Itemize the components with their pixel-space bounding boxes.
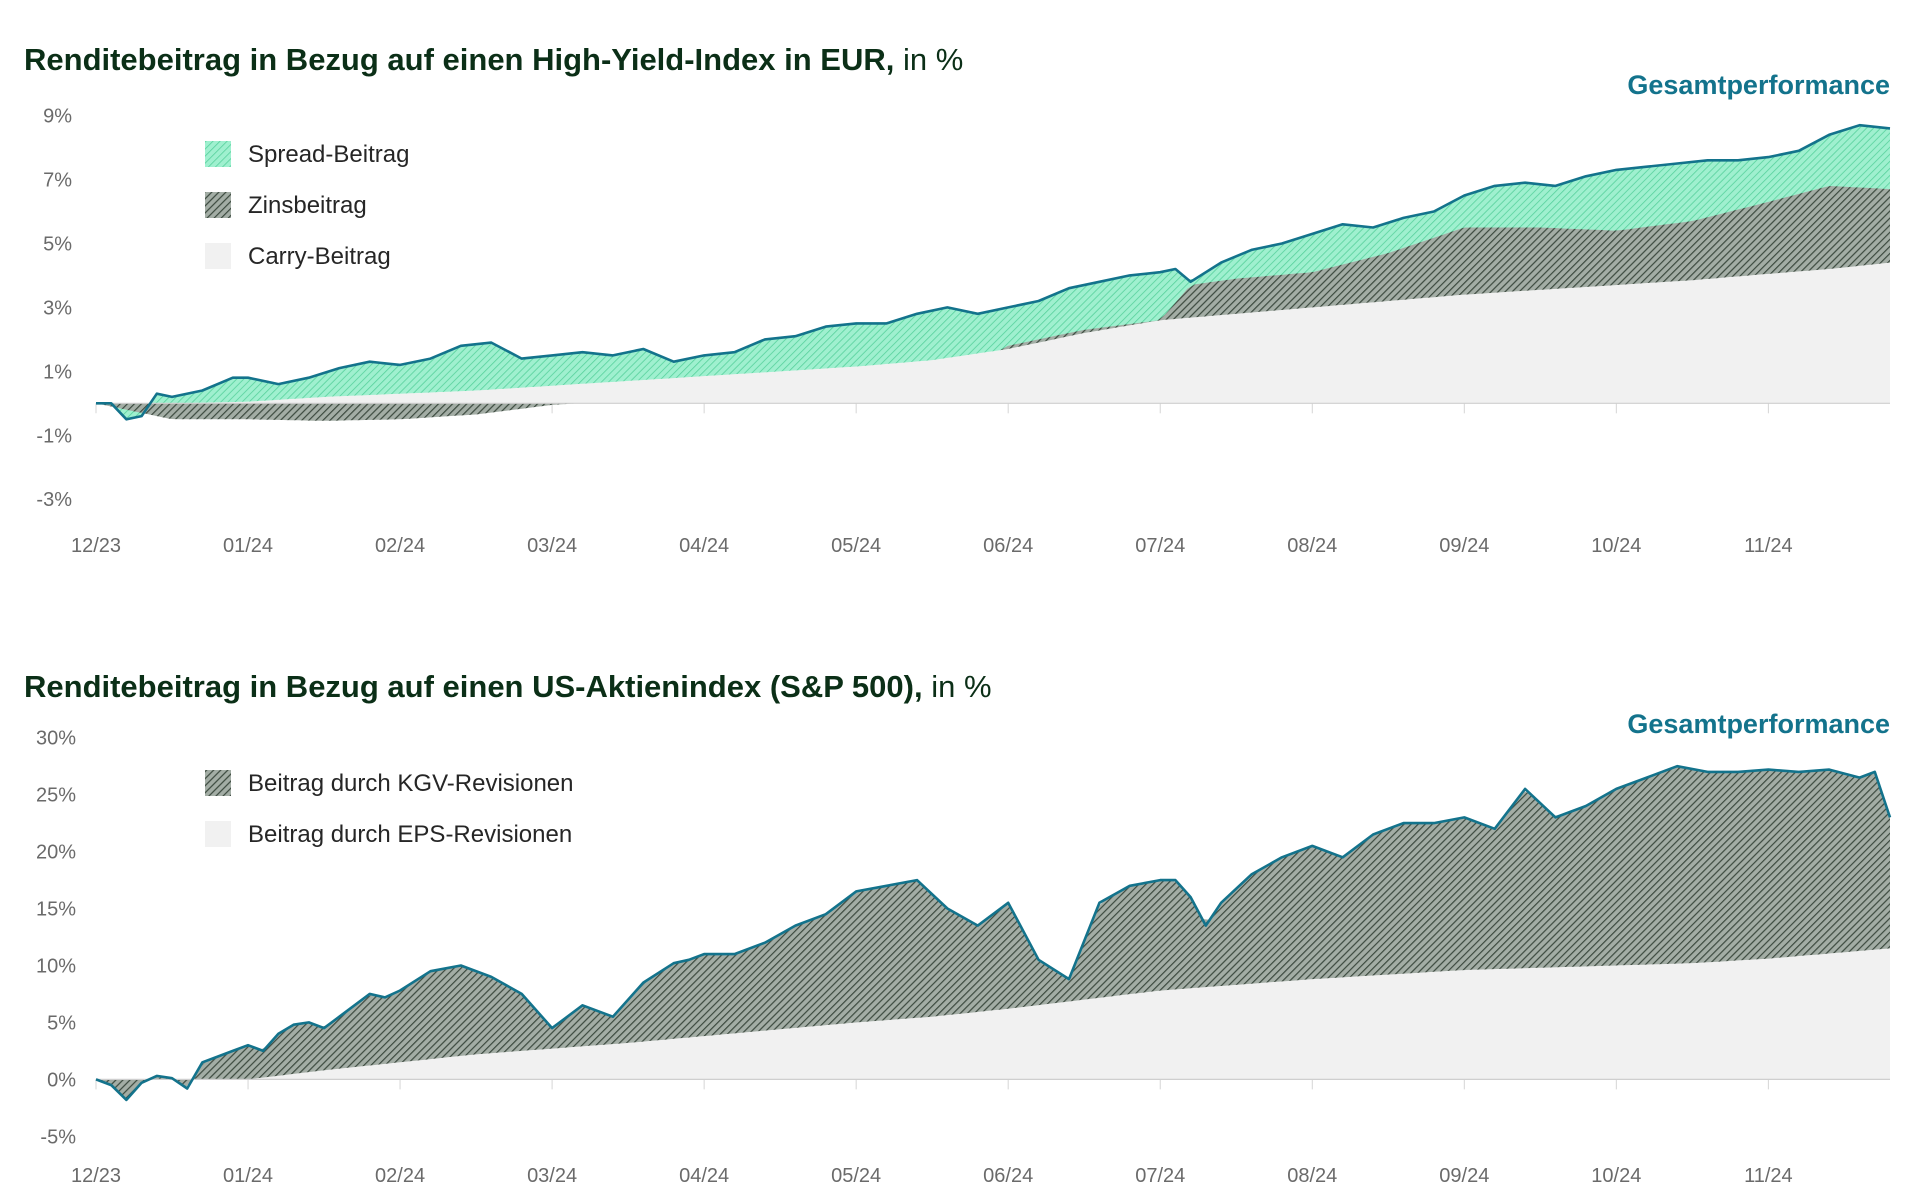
x-tick-label: 04/24: [679, 535, 729, 557]
legend-swatch-zins: [205, 192, 231, 218]
x-tick-label: 06/24: [983, 1165, 1033, 1187]
legend-label-kgv: Beitrag durch KGV-Revisionen: [248, 770, 574, 797]
x-tick-label: 10/24: [1591, 1165, 1641, 1187]
y-tick-label: 0%: [47, 1069, 76, 1091]
y-tick-label: 7%: [43, 170, 72, 192]
x-tick-label: 05/24: [831, 1165, 881, 1187]
area-eps-revisionen: [96, 948, 1890, 1080]
y-tick-label: 5%: [43, 233, 72, 255]
x-tick-label: 09/24: [1439, 535, 1489, 557]
chart1-legend: Spread-Beitrag Zinsbeitrag Carry-Beitrag: [205, 141, 409, 270]
x-tick-label: 03/24: [527, 1165, 577, 1187]
x-tick-label: 03/24: [527, 535, 577, 557]
chart1: Renditebeitrag in Bezug auf einen High-Y…: [24, 42, 1891, 557]
chart2-y-axis: 30% 25% 20% 15% 10% 5% 0% -5%: [36, 728, 76, 1149]
legend-swatch-carry: [205, 243, 231, 269]
chart1-title-unit: in %: [894, 42, 963, 77]
y-tick-label: 9%: [43, 106, 72, 128]
x-tick-label: 10/24: [1591, 535, 1641, 557]
legend-label-carry: Carry-Beitrag: [248, 243, 391, 270]
legend-label-eps: Beitrag durch EPS-Revisionen: [248, 821, 572, 848]
x-tick-label: 08/24: [1287, 1165, 1337, 1187]
chart2-title-unit: in %: [923, 669, 992, 704]
y-tick-label: 25%: [36, 785, 76, 807]
legend-label-spread: Spread-Beitrag: [248, 141, 409, 168]
x-tick-label: 05/24: [831, 535, 881, 557]
legend-swatch-eps: [205, 821, 231, 847]
y-tick-label: 1%: [43, 361, 72, 383]
y-tick-label: 10%: [36, 955, 76, 977]
chart2-gridlines: [95, 1079, 1769, 1090]
chart1-areas: [96, 125, 1890, 421]
legend-swatch-spread: [205, 141, 231, 167]
x-tick-label: 01/24: [223, 1165, 273, 1187]
chart2-x-tick-labels: 12/23 01/24 02/24 03/24 04/24 05/24 06/24 07/24…: [71, 1165, 1793, 1187]
y-tick-label: 20%: [36, 842, 76, 864]
legend-swatch-kgv: [205, 770, 231, 796]
x-tick-label: 09/24: [1439, 1165, 1489, 1187]
chart2-total-label: Gesamtperformance: [1627, 709, 1890, 739]
chart2-x-axis: [95, 764, 1892, 1102]
x-tick-label: 11/24: [1744, 535, 1793, 557]
x-tick-label: 07/24: [1135, 535, 1185, 557]
y-tick-label: 3%: [43, 297, 72, 319]
line-gesamtperformance: [95, 764, 1892, 1102]
x-tick-label: 07/24: [1135, 1165, 1185, 1187]
x-tick-label: 11/24: [1744, 1165, 1793, 1187]
x-tick-label: 04/24: [679, 1165, 729, 1187]
area-carry-beitrag: [96, 262, 1890, 404]
y-tick-label: -5%: [40, 1126, 76, 1148]
y-tick-label: 15%: [36, 899, 76, 921]
chart2-title: Renditebeitrag in Bezug auf einen US-Akt…: [24, 669, 992, 704]
x-tick-label: 12/23: [71, 1165, 121, 1187]
y-tick-label: 5%: [47, 1012, 76, 1034]
chart1-x-tick-labels: 12/23 01/24 02/24 03/24 04/24 05/24 06/24 07/24…: [71, 535, 1793, 557]
x-tick-label: 08/24: [1287, 535, 1337, 557]
chart1-x-axis: [96, 123, 1891, 421]
chart2-legend: Beitrag durch KGV-Revisionen Beitrag dur…: [205, 770, 574, 848]
line-gesamtperformance: [96, 123, 1891, 421]
chart1-total-label: Gesamtperformance: [1627, 70, 1890, 100]
y-tick-label: -3%: [36, 489, 72, 511]
x-tick-label: 01/24: [223, 535, 273, 557]
x-tick-label: 02/24: [375, 1165, 425, 1187]
chart1-title-main: Renditebeitrag in Bezug auf einen High-Y…: [24, 42, 894, 77]
chart2-title-main: Renditebeitrag in Bezug auf einen US-Akt…: [24, 669, 923, 704]
chart2-areas: [96, 766, 1890, 1100]
x-tick-label: 12/23: [71, 535, 121, 557]
x-tick-label: 02/24: [375, 535, 425, 557]
y-tick-label: -1%: [36, 425, 72, 447]
chart2: Renditebeitrag in Bezug auf einen US-Akt…: [24, 669, 1892, 1187]
chart1-y-axis: 9% 7% 5% 3% 1% -1% -3%: [36, 106, 72, 512]
chart1-title: Renditebeitrag in Bezug auf einen High-Y…: [24, 42, 963, 77]
y-tick-label: 30%: [36, 728, 76, 750]
legend-label-zins: Zinsbeitrag: [248, 192, 367, 219]
x-tick-label: 06/24: [983, 535, 1033, 557]
